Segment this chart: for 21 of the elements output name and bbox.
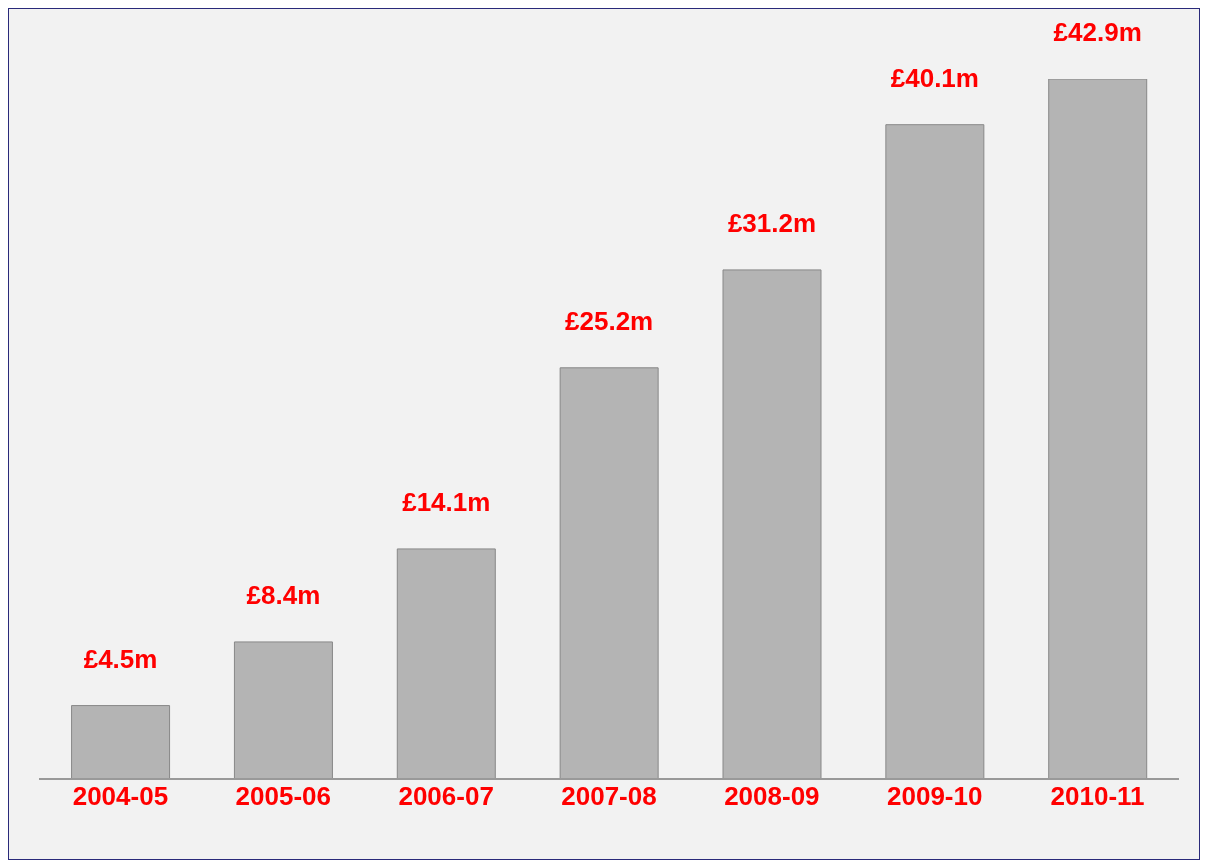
bar: [885, 124, 985, 779]
data-label: £14.1m: [402, 486, 491, 517]
data-label: £8.4m: [246, 579, 321, 610]
x-tick-label: 2009-10: [887, 781, 983, 812]
x-tick-label: 2010-11: [1050, 781, 1145, 812]
bar: [559, 367, 659, 779]
data-label: £31.2m: [727, 207, 817, 238]
x-tick-label: 2005-06: [235, 781, 331, 812]
x-tick-label: 2006-07: [398, 781, 494, 812]
bar: [396, 548, 496, 779]
bar: [71, 705, 171, 779]
bar: [722, 269, 822, 779]
data-label: £42.9m: [1053, 17, 1142, 47]
data-label: £40.1m: [890, 62, 979, 93]
bar: [233, 641, 333, 779]
bar: [1048, 79, 1148, 779]
data-label: £4.5m: [83, 643, 158, 674]
x-tick-label: 2007-08: [561, 781, 657, 812]
data-label: £25.2m: [565, 305, 654, 336]
x-tick-label: 2004-05: [72, 781, 169, 812]
x-tick-label: 2008-09: [724, 781, 820, 812]
